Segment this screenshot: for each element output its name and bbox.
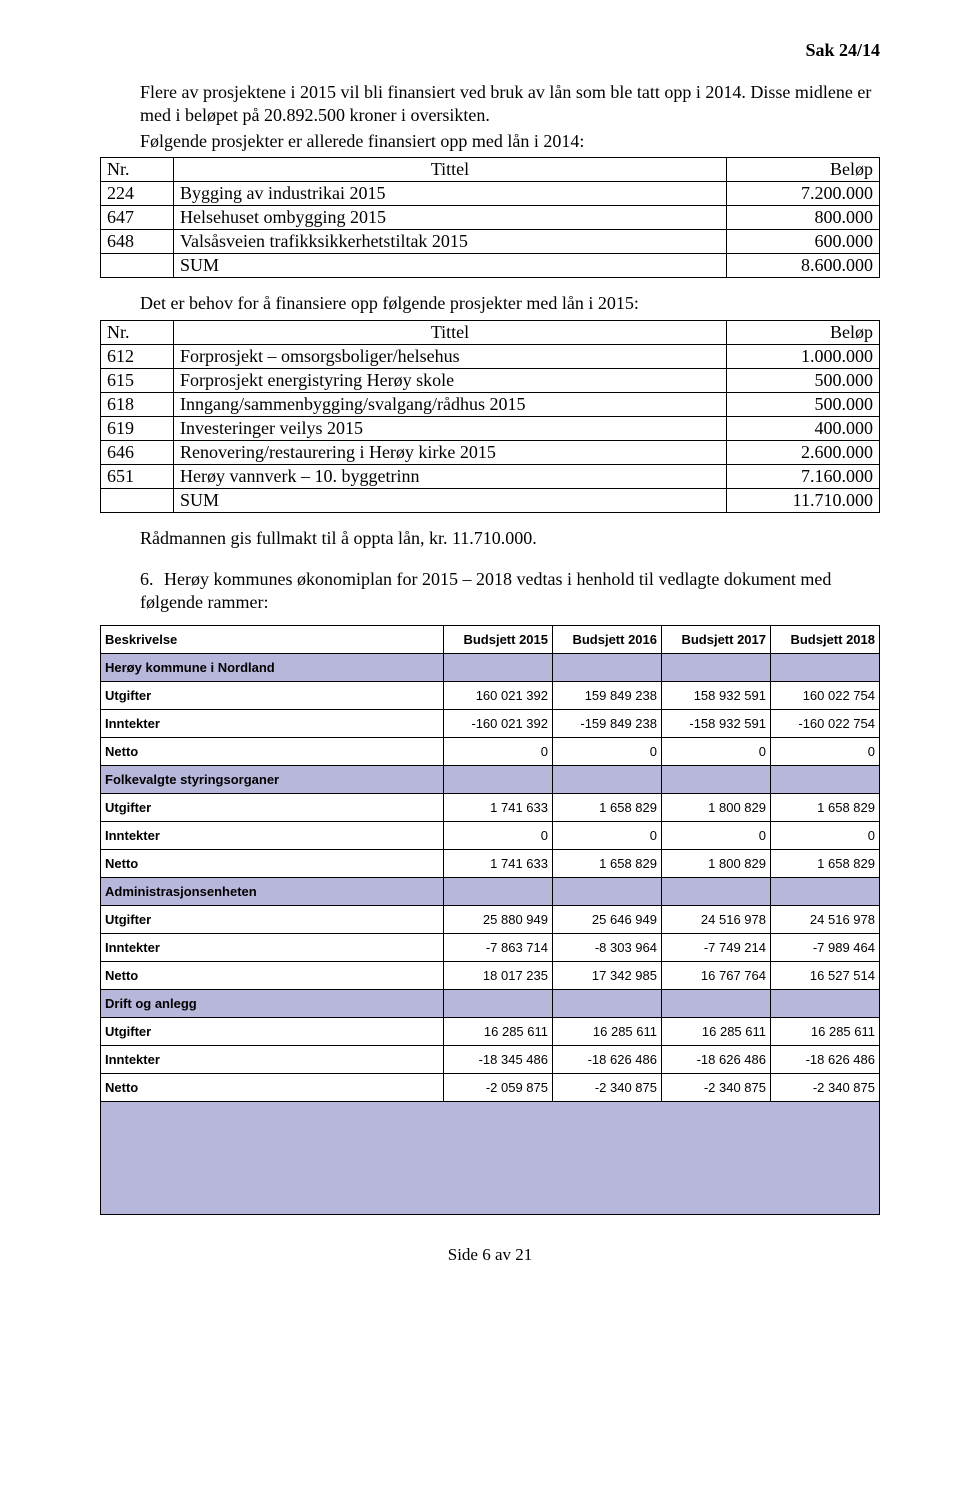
section-administrasjon: Administrasjonsenheten [101,877,880,905]
list-item-6: 6.Herøy kommunes økonomiplan for 2015 – … [140,568,880,615]
table-row: Utgifter16 285 61116 285 61116 285 61116… [101,1017,880,1045]
budget-header-row: Beskrivelse Budsjett 2015 Budsjett 2016 … [101,625,880,653]
table-row: Netto0000 [101,737,880,765]
t2-r2-amt: 500.000 [727,392,880,416]
bh-desc: Beskrivelse [101,625,444,653]
t2-r1-title: Forprosjekt energistyring Herøy skole [174,368,727,392]
t1-r3-amt: 8.600.000 [727,254,880,278]
t1-r1-nr: 647 [101,206,174,230]
table-row: Netto1 741 6331 658 8291 800 8291 658 82… [101,849,880,877]
t2-r2-title: Inngang/sammenbygging/svalgang/rådhus 20… [174,392,727,416]
list-item-6-number: 6. [140,568,164,591]
t2-r6-amt: 11.710.000 [727,488,880,512]
budget-filler-row [101,1101,880,1214]
t2-r0-title: Forprosjekt – omsorgsboliger/helsehus [174,344,727,368]
th-amount-2: Beløp [727,320,880,344]
t2-r2-nr: 618 [101,392,174,416]
t2-r3-title: Investeringer veilys 2015 [174,416,727,440]
section-heroy-kommune: Herøy kommune i Nordland [101,653,880,681]
t2-r0-amt: 1.000.000 [727,344,880,368]
th-amount: Beløp [727,158,880,182]
t2-r4-amt: 2.600.000 [727,440,880,464]
t1-r1-amt: 800.000 [727,206,880,230]
t1-r0-nr: 224 [101,182,174,206]
t2-r1-amt: 500.000 [727,368,880,392]
t1-r2-nr: 648 [101,230,174,254]
t1-r1-title: Helsehuset ombygging 2015 [174,206,727,230]
budget-table: Beskrivelse Budsjett 2015 Budsjett 2016 … [100,625,880,1215]
t1-r2-title: Valsåsveien trafikksikkerhetstiltak 2015 [174,230,727,254]
table-row: Inntekter-18 345 486-18 626 486-18 626 4… [101,1045,880,1073]
t2-r6-title: SUM [174,488,727,512]
page-footer: Side 6 av 21 [100,1245,880,1265]
t1-r2-amt: 600.000 [727,230,880,254]
t2-r4-nr: 646 [101,440,174,464]
t2-r1-nr: 615 [101,368,174,392]
th-nr: Nr. [101,158,174,182]
intro-paragraph-1: Flere av prosjektene i 2015 vil bli fina… [140,81,880,128]
table-financed-2014: Nr. Tittel Beløp 224Bygging av industrik… [100,157,880,278]
t2-r6-nr [101,488,174,512]
loan-authority-paragraph: Rådmannen gis fullmakt til å oppta lån, … [140,527,880,550]
intro-paragraph-2: Følgende prosjekter er allerede finansie… [140,130,880,153]
t1-r0-title: Bygging av industrikai 2015 [174,182,727,206]
table-row: Inntekter-160 021 392-159 849 238-158 93… [101,709,880,737]
t2-r5-title: Herøy vannverk – 10. byggetrinn [174,464,727,488]
section-drift-anlegg: Drift og anlegg [101,989,880,1017]
mid-paragraph: Det er behov for å finansiere opp følgen… [140,292,880,315]
table-row: Utgifter1 741 6331 658 8291 800 8291 658… [101,793,880,821]
t2-r3-amt: 400.000 [727,416,880,440]
t1-r0-amt: 7.200.000 [727,182,880,206]
table-row: Utgifter25 880 94925 646 94924 516 97824… [101,905,880,933]
bh-2016: Budsjett 2016 [553,625,662,653]
table-row: Utgifter160 021 392159 849 238158 932 59… [101,681,880,709]
th-nr-2: Nr. [101,320,174,344]
th-title: Tittel [174,158,727,182]
table-row: Netto18 017 23517 342 98516 767 76416 52… [101,961,880,989]
t2-r5-amt: 7.160.000 [727,464,880,488]
table-row: Netto-2 059 875-2 340 875-2 340 875-2 34… [101,1073,880,1101]
t1-r3-title: SUM [174,254,727,278]
t2-r5-nr: 651 [101,464,174,488]
list-item-6-text: Herøy kommunes økonomiplan for 2015 – 20… [140,569,831,612]
bh-2018: Budsjett 2018 [771,625,880,653]
section-folkevalgte: Folkevalgte styringsorganer [101,765,880,793]
table-row: Inntekter-7 863 714-8 303 964-7 749 214-… [101,933,880,961]
t2-r0-nr: 612 [101,344,174,368]
t2-r4-title: Renovering/restaurering i Herøy kirke 20… [174,440,727,464]
table-finance-2015: Nr. Tittel Beløp 612Forprosjekt – omsorg… [100,320,880,513]
bh-2017: Budsjett 2017 [662,625,771,653]
case-number: Sak 24/14 [100,40,880,61]
bh-2015: Budsjett 2015 [444,625,553,653]
t1-r3-nr [101,254,174,278]
table-row: Inntekter0000 [101,821,880,849]
t2-r3-nr: 619 [101,416,174,440]
th-title-2: Tittel [174,320,727,344]
